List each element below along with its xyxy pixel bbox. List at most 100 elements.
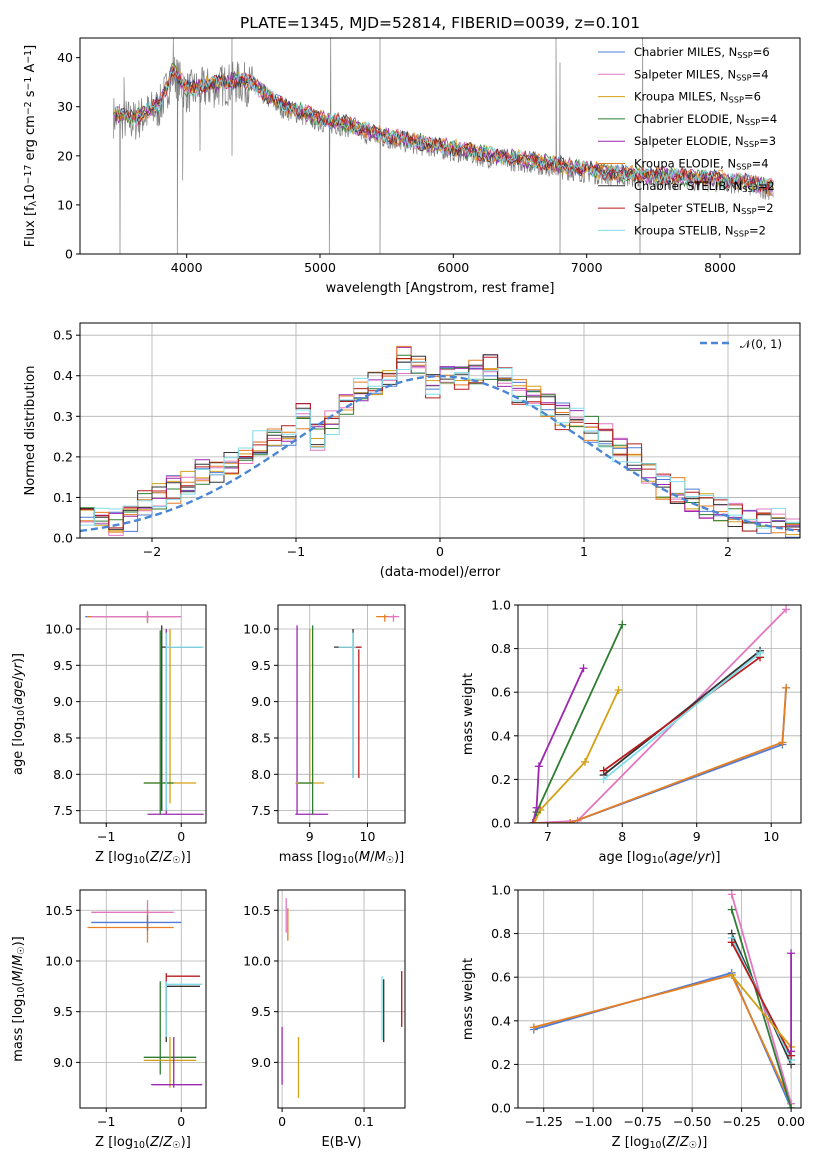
weight-marker <box>581 757 590 766</box>
y-tick-label: 9.0 <box>53 694 73 709</box>
x-tick-label: 0 <box>177 1114 185 1129</box>
y-axis-label: mass weight <box>461 673 476 755</box>
y-tick-label: 1.0 <box>491 598 511 613</box>
weight-line <box>731 974 792 1048</box>
x-tick-label: 6000 <box>437 260 469 275</box>
x-tick-label: 5000 <box>304 260 336 275</box>
y-tick-label: 0.4 <box>491 1013 511 1028</box>
weight-marker <box>787 949 796 958</box>
weight-marker <box>529 1023 538 1032</box>
legend-entry: Chabrier STELIB, NSSP=2 <box>634 179 775 194</box>
x-tick-label: −0.25 <box>722 1114 760 1129</box>
y-tick-label: 8.0 <box>53 767 73 782</box>
y-tick-label: 10.0 <box>45 621 73 636</box>
weight-line <box>533 973 792 1104</box>
y-tick-label: 10 <box>57 197 73 212</box>
x-tick-label: 0.1 <box>354 1114 374 1129</box>
x-tick-label: −1.25 <box>525 1114 563 1129</box>
x-tick-label: 0 <box>436 544 444 559</box>
panel-mass_vs_Z: −1 0 9.0 9.5 10.0 10.5 Z [log10(Z/Z☉)] mass [lo… <box>11 889 207 1151</box>
x-tick-label: −0.75 <box>624 1114 662 1129</box>
y-tick-label: 0.0 <box>53 531 73 546</box>
legend-entry: Salpeter ELODIE, NSSP=3 <box>634 134 776 149</box>
legend-entry: Chabrier MILES, NSSP=6 <box>634 45 770 60</box>
y-tick-label: 0.1 <box>53 490 73 505</box>
x-axis-label: E(B-V) <box>321 1135 361 1150</box>
y-tick-label: 10.5 <box>45 903 73 918</box>
weight-marker <box>566 819 575 823</box>
y-tick-label: 0.8 <box>491 641 511 656</box>
y-axis-label: Normed distribution <box>23 366 38 496</box>
x-axis-label: wavelength [Angstrom, rest frame] <box>326 281 555 296</box>
y-tick-label: 30 <box>57 99 73 114</box>
x-tick-label: 7 <box>544 829 552 844</box>
weight-marker <box>727 905 736 914</box>
legend-entry: Salpeter MILES, NSSP=4 <box>634 67 769 82</box>
x-axis-label: Z [log10(Z/Z☉)] <box>95 1135 191 1151</box>
weight-marker <box>727 890 736 899</box>
weight-marker <box>782 683 791 692</box>
legend-entry: Kroupa ELODIE, NSSP=4 <box>634 157 769 172</box>
weight-line <box>533 689 620 823</box>
y-tick-label: 0 <box>65 247 73 262</box>
weight-line <box>532 667 585 823</box>
y-tick-label: 10.0 <box>45 953 73 968</box>
weight-marker <box>532 803 541 812</box>
y-tick-label: 9.5 <box>251 658 271 673</box>
x-tick-label: 4000 <box>171 260 203 275</box>
legend-entry: Salpeter STELIB, NSSP=2 <box>634 201 774 216</box>
model-spectrum <box>116 70 774 194</box>
y-tick-label: 0.3 <box>53 409 73 424</box>
x-axis-label: mass [log10(M/M☉)] <box>279 850 405 866</box>
y-tick-label: 0.6 <box>491 970 511 985</box>
y-tick-label: 10.0 <box>243 621 271 636</box>
plot-area <box>295 614 400 815</box>
plot-area <box>112 38 774 254</box>
y-tick-label: 1.0 <box>491 883 511 898</box>
y-tick-label: 9.0 <box>53 1055 73 1070</box>
weight-marker <box>528 819 537 823</box>
panel-age_vs_Z: −1 0 7.5 8.0 8.5 9.0 9.5 10.0 Z [log10(Z/Z☉)] age… <box>11 604 207 866</box>
y-tick-label: 9.5 <box>53 1004 73 1019</box>
x-tick-label: −2 <box>143 544 161 559</box>
y-tick-label: 0.2 <box>53 449 73 464</box>
y-tick-label: 0.2 <box>491 772 511 787</box>
weight-line <box>603 656 761 772</box>
panel-weight_vs_Z: −1.25 −1.00 −0.75 −0.50 −0.25 0.00 0.0 0.2 0.4 0.… <box>461 883 805 1152</box>
y-tick-label: 0.2 <box>491 1057 511 1072</box>
plot-area <box>281 898 403 1098</box>
y-tick-label: 7.5 <box>53 803 73 818</box>
weight-marker <box>599 766 608 775</box>
x-tick-label: 10 <box>763 829 779 844</box>
x-axis-label: Z [log10(Z/Z☉)] <box>95 850 191 866</box>
plot-area <box>85 610 204 815</box>
weight-marker <box>782 605 791 614</box>
panel-age_vs_mass: 9 10 7.5 8.0 8.5 9.0 9.5 10.0 mass [log10(M/M☉)] <box>243 604 406 866</box>
x-tick-label: 9 <box>693 829 701 844</box>
y-tick-label: 10.5 <box>243 903 271 918</box>
y-tick-label: 9.0 <box>251 694 271 709</box>
y-tick-label: 8.5 <box>251 730 271 745</box>
y-tick-label: 9.0 <box>251 1055 271 1070</box>
panel-residuals: −2 −1 0 1 2 0.0 0.1 0.2 0.3 0.4 0.5 (data-model)/er… <box>23 322 801 580</box>
plot-area <box>529 890 796 1108</box>
x-tick-label: 7000 <box>571 260 603 275</box>
x-tick-label: 0.00 <box>777 1114 805 1129</box>
y-axis-label: mass [log10(M/M☉)] <box>11 936 27 1062</box>
x-tick-label: 8 <box>618 829 626 844</box>
x-axis-label: Z [log10(Z/Z☉)] <box>612 1135 708 1151</box>
y-tick-label: 0.6 <box>491 685 511 700</box>
plot-area <box>87 900 203 1088</box>
weight-marker <box>530 819 539 823</box>
x-tick-label: −1 <box>287 544 305 559</box>
y-tick-label: 0.5 <box>53 328 73 343</box>
weight-marker <box>614 686 623 695</box>
x-tick-label: 1 <box>580 544 588 559</box>
spectrum-legend: Chabrier MILES, NSSP=6 Salpeter MILES, NS… <box>598 45 777 238</box>
x-tick-label: −0.50 <box>673 1114 711 1129</box>
weight-marker <box>778 738 787 747</box>
legend-entry: Chabrier ELODIE, NSSP=4 <box>634 112 777 127</box>
weight-marker <box>787 1047 796 1056</box>
x-tick-label: 10 <box>360 829 376 844</box>
